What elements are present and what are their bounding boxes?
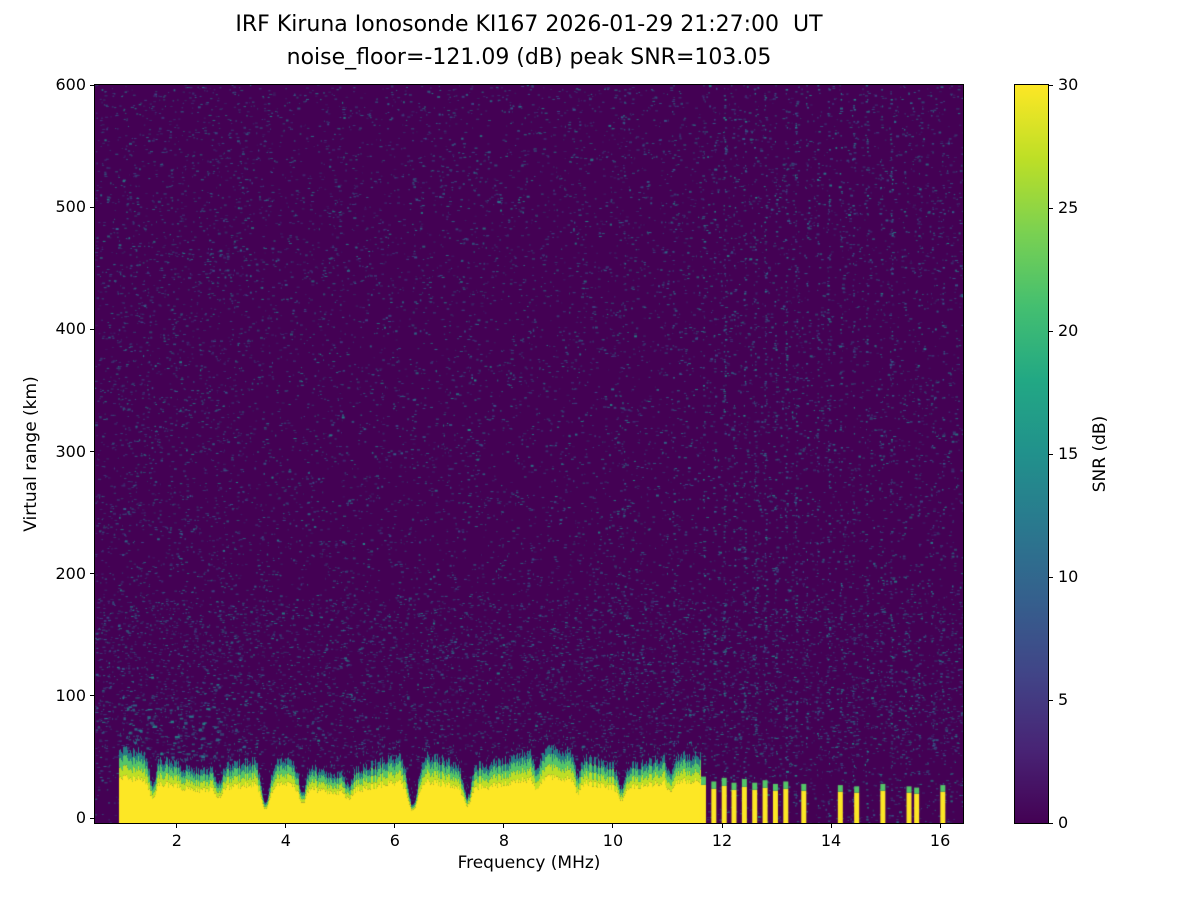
colorbar-tick-mark [1049, 207, 1053, 209]
colorbar-tick-label: 15 [1058, 444, 1079, 463]
colorbar [1014, 84, 1049, 824]
y-tick-label: 300 [55, 441, 86, 461]
x-tick-label: 10 [602, 831, 624, 850]
colorbar-tick-mark [1049, 84, 1053, 86]
ionogram-heatmap-canvas [95, 85, 963, 823]
y-tick-label: 0 [75, 808, 86, 828]
y-tick-label: 200 [55, 563, 86, 583]
colorbar-tick-label: 20 [1058, 321, 1079, 340]
y-tick-mark [90, 817, 94, 819]
y-tick-mark [90, 328, 94, 330]
x-tick-mark [721, 824, 723, 828]
colorbar-tick-label: 5 [1058, 690, 1069, 709]
x-tick-mark [394, 824, 396, 828]
y-tick-label: 400 [55, 319, 86, 339]
chart-subtitle: noise_floor=-121.09 (dB) peak SNR=103.05 [286, 45, 772, 70]
x-tick-mark [503, 824, 505, 828]
colorbar-tick-label: 25 [1058, 198, 1079, 217]
heatmap-plot-area [94, 84, 964, 824]
x-tick-mark [176, 824, 178, 828]
y-tick-label: 600 [55, 75, 86, 94]
x-axis-label: Frequency (MHz) [457, 853, 601, 873]
x-tick-label: 16 [929, 831, 951, 850]
colorbar-tick-mark [1049, 822, 1053, 824]
colorbar-tick-label: 0 [1058, 813, 1069, 832]
colorbar-tick-mark [1049, 576, 1053, 578]
y-tick-mark [90, 695, 94, 697]
x-tick-label: 4 [280, 831, 291, 850]
x-tick-mark [612, 824, 614, 828]
colorbar-tick-mark [1049, 453, 1053, 455]
y-tick-mark [90, 84, 94, 86]
y-tick-label: 100 [55, 685, 86, 705]
colorbar-tick-mark [1049, 699, 1053, 701]
x-tick-mark [939, 824, 941, 828]
x-tick-mark [285, 824, 287, 828]
colorbar-tick-mark [1049, 330, 1053, 332]
x-tick-label: 14 [820, 831, 842, 850]
y-tick-mark [90, 451, 94, 453]
x-tick-mark [830, 824, 832, 828]
colorbar-tick-label: 10 [1058, 567, 1079, 586]
x-tick-label: 12 [711, 831, 733, 850]
y-tick-label: 500 [55, 197, 86, 217]
chart-title: IRF Kiruna Ionosonde KI167 2026-01-29 21… [235, 12, 823, 37]
x-tick-label: 6 [389, 831, 400, 850]
y-tick-mark [90, 573, 94, 575]
colorbar-tick-label: 30 [1058, 75, 1079, 94]
y-tick-mark [90, 206, 94, 208]
x-tick-label: 2 [171, 831, 182, 850]
x-tick-label: 8 [498, 831, 509, 850]
